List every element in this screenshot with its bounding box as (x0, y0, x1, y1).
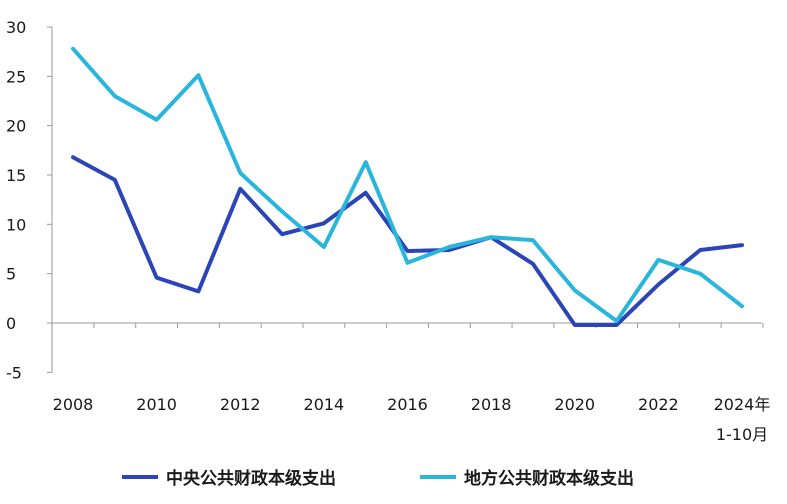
x-tick-label: 1-10月 (716, 425, 768, 444)
series-1-point (280, 232, 284, 236)
x-tick-label: 2020 (554, 395, 595, 414)
x-tick-label: 2016 (387, 395, 428, 414)
series-2-point (280, 210, 284, 214)
y-tick-label: -5 (6, 363, 22, 382)
series-2-point (573, 288, 577, 292)
series-2-point (489, 235, 493, 239)
x-tick-label: 2010 (136, 395, 177, 414)
x-tick-label: 2008 (53, 395, 94, 414)
series-2-point (531, 238, 535, 242)
axes: -5 0 5 10 15 20 25 30 2008 2010 2012 2014 2016 2018 20… (6, 18, 770, 444)
y-tick-label: 0 (6, 314, 16, 333)
x-tick-label: 2018 (471, 395, 512, 414)
x-tick-label: 2024年 (714, 395, 771, 414)
series-2-point (113, 94, 117, 98)
series-2-point (155, 118, 159, 122)
series-1-point (155, 276, 159, 280)
y-tick-label: 15 (6, 166, 26, 185)
series-2-point (238, 171, 242, 175)
y-tick-label: 10 (6, 215, 26, 234)
series-1-point (531, 262, 535, 266)
y-tick-label: 25 (6, 67, 26, 86)
series-line-1 (71, 155, 744, 327)
series-1-point (698, 248, 702, 252)
series-1-point (71, 155, 75, 159)
x-tick-label: 2012 (220, 395, 261, 414)
series-2-point (656, 258, 660, 262)
series-1-point (113, 178, 117, 182)
series-1-point (740, 243, 744, 247)
series-2-point (406, 261, 410, 265)
series-1-point (364, 191, 368, 195)
x-tick-label: 2014 (304, 395, 345, 414)
series-1-point (615, 323, 619, 327)
series-layer (71, 46, 744, 327)
legend-label-1: 中央公共财政本级支出 (166, 468, 336, 489)
series-2-point (364, 160, 368, 164)
y-tick-label: 30 (6, 18, 26, 37)
series-1-point (238, 187, 242, 191)
series-1-point (196, 289, 200, 293)
series-2-point (196, 73, 200, 77)
series-1-point (573, 323, 577, 327)
y-tick-label: 5 (6, 265, 16, 284)
series-2-point (615, 319, 619, 323)
series-line-2 (71, 46, 744, 323)
y-tick-label: 20 (6, 117, 26, 136)
series-2-point (698, 272, 702, 276)
series-2-point (740, 304, 744, 308)
series-2-point (71, 47, 75, 51)
legend-label-2: 地方公共财政本级支出 (464, 468, 634, 489)
series-1-point (322, 221, 326, 225)
series-1-point (406, 249, 410, 253)
legend: 中央公共财政本级支出 地方公共财政本级支出 (122, 468, 634, 489)
series-2-point (447, 245, 451, 249)
series-1-point (656, 283, 660, 287)
series-2-point (322, 245, 326, 249)
x-tick-label: 2022 (638, 395, 679, 414)
